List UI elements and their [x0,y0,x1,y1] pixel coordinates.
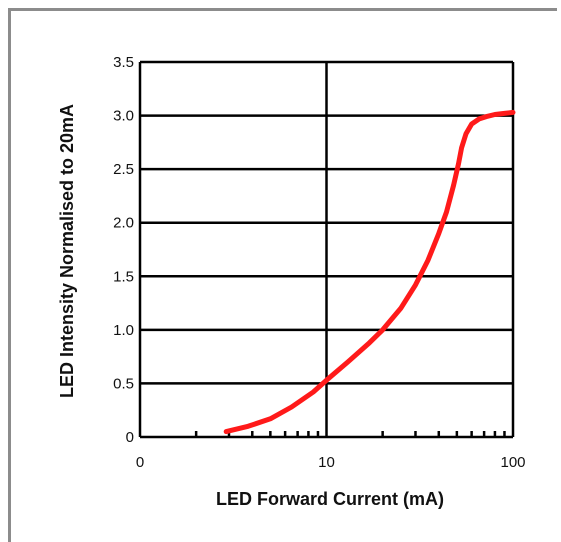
y-tick-label: 1.0 [113,322,134,339]
y-tick-label: 3.0 [113,108,134,125]
y-tick-labels: 0 0.5 1.0 1.5 2.0 2.5 3.0 3.5 [113,54,134,446]
y-axis-label: LED Intensity Normalised to 20mA [57,104,77,398]
series-layer [223,109,516,435]
x-tick-label: 100 [500,454,525,471]
series-line [223,109,516,435]
x-axis-label: LED Forward Current (mA) [216,489,444,509]
x-tick-labels: 0 10 100 [136,454,526,471]
y-tick-label: 0 [126,429,134,446]
chart-frame [8,8,557,542]
y-tick-label: 2.0 [113,215,134,232]
y-tick-label: 3.5 [113,54,134,71]
y-tick-label: 2.5 [113,161,134,178]
x-tick-label: 10 [318,454,335,471]
y-tick-label: 1.5 [113,268,134,285]
y-tick-label: 0.5 [113,375,134,392]
x-tick-label: 0 [136,454,144,471]
